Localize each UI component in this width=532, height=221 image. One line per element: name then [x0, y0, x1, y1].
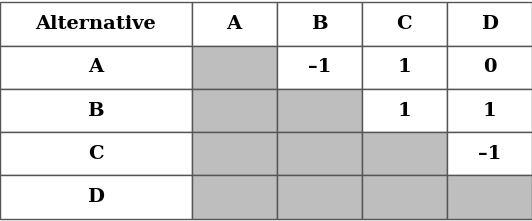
Bar	[192, 46, 277, 89]
Text: 1: 1	[483, 101, 496, 120]
Text: D: D	[481, 15, 498, 33]
Bar	[277, 132, 362, 175]
Text: B: B	[87, 101, 104, 120]
Bar	[362, 46, 447, 89]
Bar	[447, 46, 532, 89]
Text: A: A	[88, 58, 103, 76]
Text: D: D	[87, 188, 104, 206]
Bar	[362, 89, 447, 132]
Bar	[0, 175, 192, 219]
Bar	[447, 132, 532, 175]
Bar	[277, 2, 362, 46]
Bar	[192, 175, 277, 219]
Bar	[0, 2, 192, 46]
Bar	[447, 2, 532, 46]
Bar	[447, 89, 532, 132]
Bar	[447, 175, 532, 219]
Bar	[277, 89, 362, 132]
Bar	[192, 2, 277, 46]
Bar	[0, 46, 192, 89]
Bar	[0, 132, 192, 175]
Bar	[362, 175, 447, 219]
Text: Alternative: Alternative	[36, 15, 156, 33]
Text: C: C	[396, 15, 412, 33]
Bar	[192, 89, 277, 132]
Bar	[0, 89, 192, 132]
Text: B: B	[311, 15, 328, 33]
Text: A: A	[227, 15, 242, 33]
Bar	[362, 132, 447, 175]
Bar	[277, 175, 362, 219]
Text: C: C	[88, 145, 104, 163]
Bar	[192, 132, 277, 175]
Bar	[277, 46, 362, 89]
Text: –1: –1	[478, 145, 501, 163]
Text: 1: 1	[397, 101, 411, 120]
Text: 0: 0	[483, 58, 496, 76]
Text: –1: –1	[307, 58, 331, 76]
Bar	[362, 2, 447, 46]
Text: 1: 1	[397, 58, 411, 76]
